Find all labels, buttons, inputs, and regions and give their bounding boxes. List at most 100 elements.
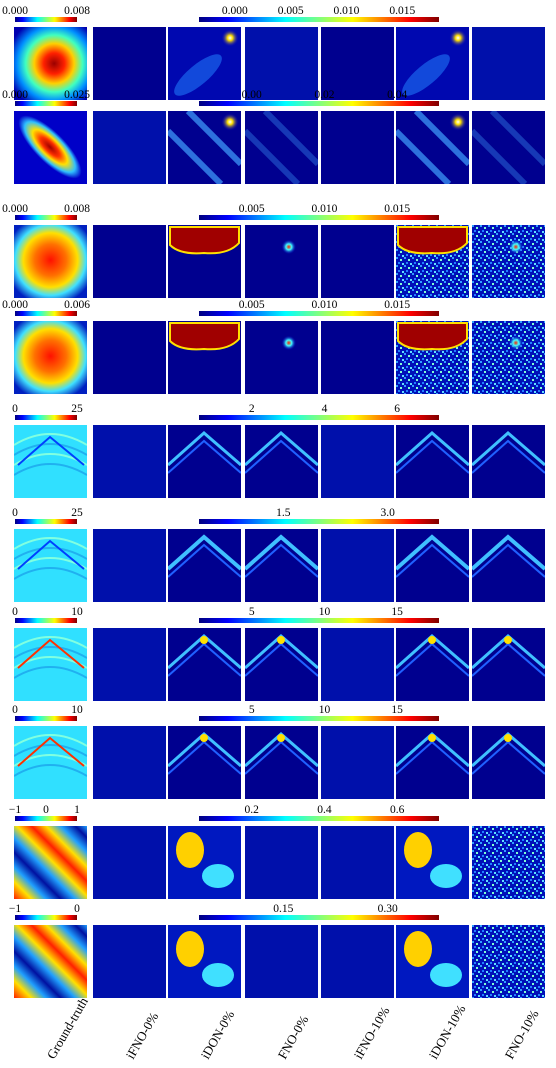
error-panel: [93, 321, 166, 394]
gt-colorbar: [15, 415, 77, 420]
error-panel: [168, 826, 241, 899]
ground-truth-panel: [14, 529, 87, 602]
error-colorbar-tick: 0.010: [334, 5, 360, 17]
gt-colorbar-tick: 10: [71, 704, 83, 716]
gt-colorbar-tick: 0.000: [2, 89, 28, 101]
error-colorbar: [199, 215, 439, 220]
figure-row: 0 10 5 10 15: [12, 704, 545, 799]
ground-truth-panel: [14, 321, 87, 394]
ground-truth-panel: [14, 27, 87, 100]
figure-row: 0 25 1.5 3.0: [12, 507, 545, 602]
figure-row: −1 0 0.15 0.30: [9, 903, 545, 998]
figure-row: 0 10 5 10 15: [12, 606, 545, 701]
error-panel: [396, 925, 469, 998]
gt-colorbar-tick: 10: [71, 606, 83, 618]
gt-colorbar-tick: 0.006: [64, 299, 90, 311]
column-label: FNO-0%: [275, 1013, 312, 1062]
error-panel: [396, 225, 469, 298]
gt-colorbar-tick: −1: [9, 804, 21, 816]
error-colorbar: [199, 716, 439, 721]
error-panel: [168, 529, 241, 602]
error-panel: [472, 925, 545, 998]
error-panel: [168, 925, 241, 998]
gt-colorbar-tick: 0: [74, 903, 80, 915]
error-panel: [93, 925, 166, 998]
error-panel: [245, 628, 318, 701]
error-panel: [168, 425, 241, 498]
error-colorbar-tick: 2: [249, 403, 255, 415]
gt-colorbar: [15, 618, 77, 623]
error-panel: [321, 111, 394, 184]
error-colorbar-tick: 0.005: [278, 5, 304, 17]
gt-colorbar-tick: 0.000: [2, 203, 28, 215]
error-panel: [93, 27, 166, 100]
error-panel: [168, 111, 241, 184]
ground-truth-panel: [14, 826, 87, 899]
error-colorbar-tick: 0.30: [378, 903, 398, 915]
error-panel: [93, 225, 166, 298]
error-panel: [168, 726, 241, 799]
gt-colorbar-tick: 0: [12, 606, 18, 618]
error-colorbar-tick: 10: [319, 704, 331, 716]
error-colorbar-tick: 0.000: [222, 5, 248, 17]
error-panel: [245, 826, 318, 899]
error-colorbar-tick: 10: [319, 606, 331, 618]
error-panel: [93, 826, 166, 899]
error-panel: [472, 628, 545, 701]
ground-truth-panel: [14, 425, 87, 498]
error-panel: [396, 321, 469, 394]
ground-truth-panel: [14, 726, 87, 799]
gt-colorbar-tick: 1: [74, 804, 80, 816]
error-colorbar-tick: 5: [249, 704, 255, 716]
error-colorbar-tick: 0.4: [317, 804, 332, 816]
error-panel: [396, 425, 469, 498]
error-panel: [472, 27, 545, 100]
error-panel: [472, 529, 545, 602]
figure-row: −1 0 1 0.2 0.4 0.6: [9, 804, 545, 899]
error-panel: [321, 726, 394, 799]
error-colorbar-tick: 0.010: [312, 299, 338, 311]
error-panel: [245, 425, 318, 498]
error-panel: [93, 628, 166, 701]
error-colorbar: [199, 816, 439, 821]
error-panel: [168, 628, 241, 701]
gt-colorbar: [15, 101, 77, 106]
error-panel: [93, 529, 166, 602]
error-colorbar-tick: 1.5: [276, 507, 291, 519]
error-colorbar-tick: 15: [391, 704, 403, 716]
column-label: iDON-10%: [426, 1002, 469, 1062]
error-colorbar-tick: 0.04: [387, 89, 407, 101]
figure-row: 0.000 0.008 0.000 0.005 0.010 0.015: [2, 5, 545, 100]
error-colorbar-tick: 0.02: [314, 89, 334, 101]
error-panel: [396, 628, 469, 701]
column-label: Ground-truth: [44, 994, 92, 1061]
ground-truth-panel: [14, 225, 87, 298]
error-panel: [472, 111, 545, 184]
error-panel: [245, 27, 318, 100]
gt-colorbar: [15, 215, 77, 220]
error-colorbar-tick: 4: [322, 403, 328, 415]
error-colorbar-tick: 3.0: [381, 507, 396, 519]
gt-colorbar-tick: 0.008: [64, 5, 90, 17]
error-panel: [396, 27, 469, 100]
error-panel: [245, 111, 318, 184]
error-colorbar-tick: 0.00: [242, 89, 262, 101]
error-panel: [245, 321, 318, 394]
gt-colorbar-tick: 0.008: [64, 203, 90, 215]
gt-colorbar-tick: 0: [12, 403, 18, 415]
figure-row: 0.000 0.008 0.005 0.010 0.015: [2, 203, 545, 298]
gt-colorbar: [15, 915, 77, 920]
error-colorbar: [199, 415, 439, 420]
gt-colorbar-tick: −1: [9, 903, 21, 915]
error-panel: [321, 425, 394, 498]
gt-colorbar-tick: 0: [43, 804, 49, 816]
gt-colorbar: [15, 716, 77, 721]
column-label: iFNO-0%: [123, 1009, 162, 1061]
error-panel: [245, 726, 318, 799]
gt-colorbar: [15, 311, 77, 316]
column-label: iFNO-10%: [351, 1004, 393, 1062]
error-panel: [321, 529, 394, 602]
error-colorbar-tick: 0.015: [384, 299, 410, 311]
error-colorbar: [199, 101, 439, 106]
error-colorbar-tick: 0.15: [273, 903, 293, 915]
